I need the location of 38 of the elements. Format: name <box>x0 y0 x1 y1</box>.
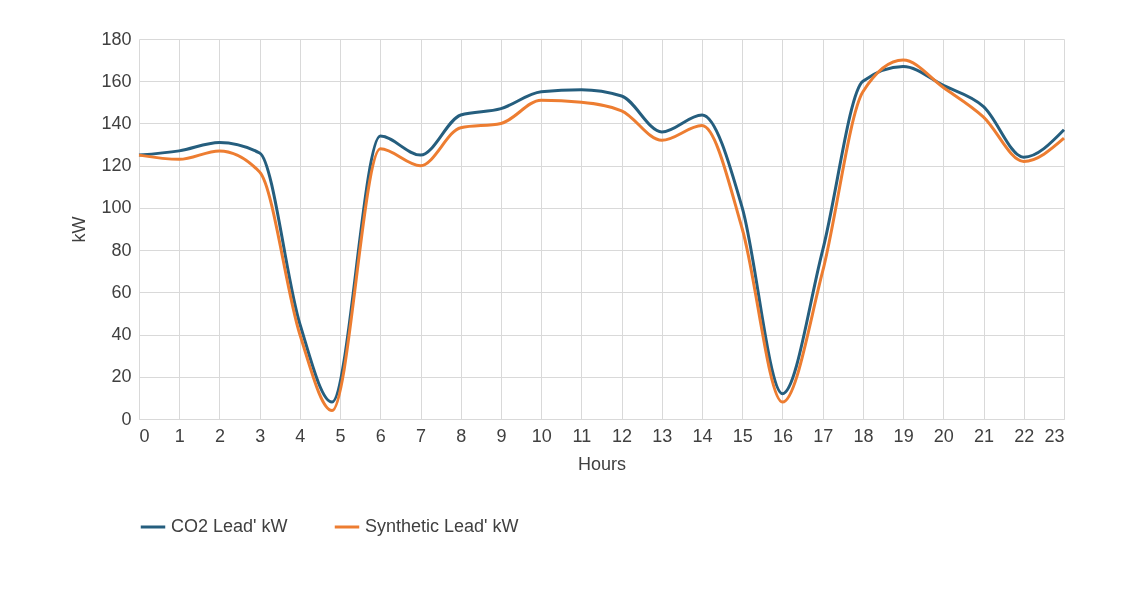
y-tick-label: 0 <box>121 408 132 429</box>
x-tick-label: 15 <box>732 425 753 446</box>
x-tick-label: 16 <box>772 425 793 446</box>
y-tick-label: 120 <box>101 155 132 176</box>
x-tick-label: 11 <box>572 425 592 446</box>
y-tick-label: 160 <box>101 70 132 91</box>
x-tick-label: 4 <box>295 425 306 446</box>
x-tick-label: 10 <box>531 425 552 446</box>
y-axis-title: kW <box>69 216 90 243</box>
x-tick-label: 13 <box>652 425 673 446</box>
x-tick-label: 7 <box>416 425 427 446</box>
x-tick-label: 3 <box>255 425 266 446</box>
legend-label: CO2 Lead' kW <box>171 516 288 536</box>
y-tick-label: 60 <box>111 281 132 302</box>
x-tick-label: 17 <box>813 425 834 446</box>
x-tick-label: 19 <box>893 425 914 446</box>
y-tick-label: 20 <box>111 366 132 387</box>
x-tick-label: 22 <box>1014 425 1035 446</box>
x-tick-label: 1 <box>174 425 185 446</box>
y-tick-label: 40 <box>111 324 132 345</box>
y-tick-label: 180 <box>101 28 132 49</box>
x-tick-label: 18 <box>853 425 874 446</box>
x-tick-label: 9 <box>496 425 507 446</box>
x-tick-label: 23 <box>1044 425 1065 446</box>
y-tick-label: 140 <box>101 112 132 133</box>
x-axis-title: Hours <box>577 453 627 474</box>
legend-label: Synthetic Lead' kW <box>365 516 519 536</box>
x-tick-label: 0 <box>139 425 150 446</box>
x-tick-label: 6 <box>375 425 386 446</box>
x-tick-label: 2 <box>214 425 225 446</box>
x-tick-label: 20 <box>933 425 954 446</box>
x-tick-label: 12 <box>612 425 633 446</box>
y-tick-label: 80 <box>111 239 132 260</box>
x-tick-label: 5 <box>335 425 346 446</box>
x-tick-label: 21 <box>974 425 995 446</box>
x-tick-label: 8 <box>456 425 467 446</box>
x-tick-label: 14 <box>692 425 713 446</box>
y-tick-label: 100 <box>101 197 132 218</box>
